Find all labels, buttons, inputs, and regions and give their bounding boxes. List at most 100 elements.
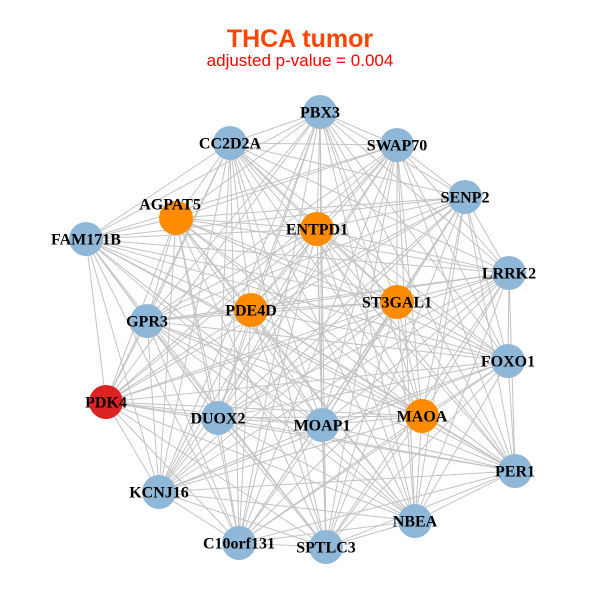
edge xyxy=(316,228,509,362)
edge xyxy=(319,111,516,472)
node-SWAP70 xyxy=(380,128,414,162)
node-SPTLC3 xyxy=(309,530,343,564)
node-label-C10orf131: C10orf131 xyxy=(203,536,275,553)
edge xyxy=(105,142,231,403)
node-label-GPR3: GPR3 xyxy=(126,314,168,331)
edge xyxy=(146,320,509,362)
edge xyxy=(250,309,516,472)
edge xyxy=(85,228,318,240)
edge xyxy=(158,196,466,493)
node-label-PER1: PER1 xyxy=(495,464,535,481)
edge xyxy=(85,238,160,493)
edge xyxy=(396,144,516,472)
edge xyxy=(85,196,466,240)
node-MOAP1 xyxy=(305,408,339,442)
edge xyxy=(146,320,160,493)
edge xyxy=(85,238,423,417)
edge xyxy=(85,238,510,274)
node-label-SWAP70: SWAP70 xyxy=(367,138,427,155)
edge xyxy=(414,415,423,522)
node-label-CC2D2A: CC2D2A xyxy=(199,136,262,153)
edge xyxy=(175,217,423,417)
edge xyxy=(316,196,466,230)
edge xyxy=(85,238,416,522)
edge xyxy=(146,144,398,322)
node-label-NBEA: NBEA xyxy=(393,514,438,531)
edge xyxy=(146,320,219,419)
edge xyxy=(85,238,516,472)
edge xyxy=(229,142,516,472)
edge xyxy=(414,470,516,522)
edge xyxy=(250,301,398,311)
node-label-PDK4: PDK4 xyxy=(85,395,127,412)
node-DUOX2 xyxy=(201,401,235,435)
edge xyxy=(238,272,510,544)
edge xyxy=(175,217,510,274)
edge xyxy=(105,272,510,403)
edge xyxy=(396,301,423,417)
node-KCNJ16 xyxy=(142,475,176,509)
edge xyxy=(217,301,398,419)
edge xyxy=(105,401,423,417)
edge xyxy=(238,360,509,544)
edge xyxy=(217,196,466,419)
node-label-FAM171B: FAM171B xyxy=(51,232,121,249)
edge xyxy=(229,142,323,426)
edge xyxy=(175,217,509,362)
edge xyxy=(421,415,516,472)
edge xyxy=(85,142,231,240)
node-label-ENTPD1: ENTPD1 xyxy=(286,222,348,239)
edge xyxy=(158,491,416,522)
figure-subtitle: adjusted p-value = 0.004 xyxy=(206,51,394,70)
node-SENP2 xyxy=(448,180,482,214)
figure-title: THCA tumor xyxy=(226,25,374,53)
edge xyxy=(321,272,510,426)
node-label-MAOA: MAOA xyxy=(397,409,448,426)
edge xyxy=(421,196,466,417)
edge xyxy=(396,301,516,472)
node-label-KCNJ16: KCNJ16 xyxy=(129,485,189,502)
edge xyxy=(316,228,510,274)
edge xyxy=(175,144,398,219)
edge xyxy=(146,301,398,322)
edge xyxy=(319,111,398,303)
node-FOXO1 xyxy=(491,344,525,378)
edge xyxy=(85,238,509,362)
edge xyxy=(146,272,510,322)
edge xyxy=(158,228,318,493)
edge xyxy=(105,401,240,544)
node-NBEA xyxy=(398,504,432,538)
edge xyxy=(105,309,252,403)
edge xyxy=(238,228,318,544)
edge xyxy=(316,228,516,472)
edge xyxy=(217,309,252,419)
edge xyxy=(146,228,318,322)
node-CC2D2A xyxy=(213,126,247,160)
edge xyxy=(175,217,516,472)
node-PDE4D xyxy=(234,293,268,327)
edge xyxy=(146,320,323,426)
edge xyxy=(175,217,240,544)
edge xyxy=(85,238,398,303)
edge xyxy=(321,360,509,426)
node-label-PBX3: PBX3 xyxy=(300,105,340,122)
edge xyxy=(158,424,323,493)
edge xyxy=(158,415,423,493)
edge xyxy=(217,417,240,544)
node-label-ST3GAL1: ST3GAL1 xyxy=(362,295,432,312)
edge xyxy=(175,217,398,303)
edge xyxy=(175,217,318,230)
edge xyxy=(105,401,416,522)
node-LRRK2 xyxy=(492,256,526,290)
edge xyxy=(158,301,398,493)
edge xyxy=(158,470,516,493)
edge-layer xyxy=(85,111,516,548)
edge xyxy=(238,309,252,544)
edge xyxy=(217,417,416,522)
edge xyxy=(105,401,160,493)
edge xyxy=(316,144,398,230)
node-MAOA xyxy=(405,399,439,433)
edge xyxy=(229,142,423,417)
edge xyxy=(105,301,398,403)
